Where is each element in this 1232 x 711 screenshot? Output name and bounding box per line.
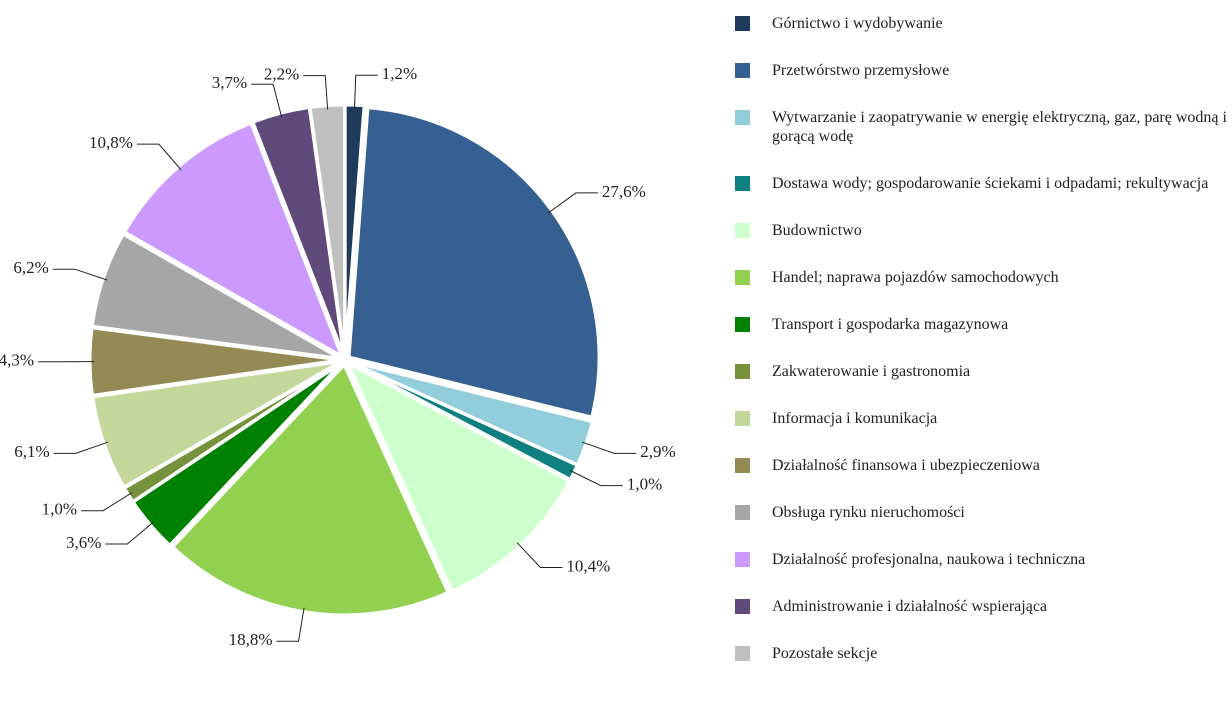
leader-line [516, 542, 563, 568]
leader-line [548, 192, 598, 214]
legend-label: Dostawa wody; gospodarowanie ściekami i … [772, 175, 1209, 192]
legend-item: Przetwórstwo przemysłowe [735, 61, 1232, 80]
legend-swatch [735, 317, 750, 332]
legend-label: Obsługa rynku nieruchomości [772, 504, 965, 521]
legend-item: Działalność finansowa i ubezpieczeniowa [735, 456, 1232, 475]
legend-swatch [735, 364, 750, 379]
data-label: 10,4% [566, 556, 610, 575]
data-label: 4,3% [0, 351, 34, 370]
legend-swatch [735, 411, 750, 426]
legend-label: Przetwórstwo przemysłowe [772, 62, 950, 79]
chart: 1,2% 27,6% 2,9% 1,0% 10,4% 18,8% 3,6% 1,0% 6,1% 4… [0, 64, 676, 649]
legend-item: Działalność profesjonalna, naukowa i tec… [735, 550, 1232, 569]
leader-line [251, 83, 283, 118]
legend-item: Informacja i komunikacja [735, 409, 1232, 428]
legend-label: Górnictwo i wydobywanie [772, 15, 943, 32]
leader-line [570, 470, 623, 487]
data-label: 6,2% [13, 258, 48, 277]
legend-swatch [735, 176, 750, 191]
data-label: 1,2% [382, 64, 417, 83]
data-label: 1,0% [42, 500, 77, 519]
legend-label: Wytwarzanie i zaopatrywanie w energię el… [772, 109, 1227, 145]
leader-line [81, 492, 133, 512]
data-label: 18,8% [229, 630, 273, 649]
legend-label: Pozostałe sekcje [772, 645, 878, 662]
legend-item: Zakwaterowanie i gastronomia [735, 362, 1232, 381]
leader-line [303, 75, 329, 110]
legend-label: Handel; naprawa pojazdów samochodowych [772, 269, 1059, 286]
leader-line [581, 441, 637, 454]
legend-swatch [735, 63, 750, 78]
data-label: 10,8% [89, 133, 133, 152]
legend-swatch [735, 599, 750, 614]
legend-item: Budownictwo [735, 221, 1232, 240]
leader-line [52, 268, 108, 281]
legend-swatch [735, 505, 750, 520]
legend-swatch [735, 646, 750, 661]
data-label: 27,6% [602, 182, 646, 201]
data-label: 1,0% [627, 475, 662, 494]
legend-item: Dostawa wody; gospodarowanie ściekami i … [735, 174, 1232, 193]
data-label: 2,2% [264, 65, 299, 84]
legend-swatch [735, 270, 750, 285]
leader-line [353, 74, 378, 110]
legend-label: Działalność finansowa i ubezpieczeniowa [772, 457, 1040, 474]
legend-swatch [735, 16, 750, 31]
legend-item: Transport i gospodarka magazynowa [735, 315, 1232, 334]
legend-swatch [735, 458, 750, 473]
leader-line [53, 441, 109, 454]
data-label: 3,7% [212, 73, 247, 92]
legend: Górnictwo i wydobywanie Przetwórstwo prze… [735, 14, 1232, 691]
data-label: 3,6% [66, 533, 101, 552]
legend-swatch [735, 110, 750, 125]
legend-label: Informacja i komunikacja [772, 410, 938, 427]
legend-label: Administrowanie i działalność wspierając… [772, 598, 1048, 615]
legend-item: Administrowanie i działalność wspierając… [735, 597, 1232, 616]
leader-line [136, 143, 182, 171]
legend-item: Pozostałe sekcje [735, 644, 1232, 663]
legend-swatch [735, 552, 750, 567]
legend-item: Obsługa rynku nieruchomości [735, 503, 1232, 522]
legend-item: Handel; naprawa pojazdów samochodowych [735, 268, 1232, 287]
legend-label: Budownictwo [772, 222, 862, 239]
legend-item: Górnictwo i wydobywanie [735, 14, 1232, 33]
legend-swatch [735, 223, 750, 238]
legend-item: Wytwarzanie i zaopatrywanie w energię el… [735, 108, 1232, 146]
legend-label: Transport i gospodarka magazynowa [772, 316, 1009, 333]
data-label: 2,9% [640, 442, 675, 461]
data-label: 6,1% [14, 442, 49, 461]
leader-line [105, 521, 154, 545]
legend-label: Zakwaterowanie i gastronomia [772, 363, 971, 380]
leader-line [276, 607, 305, 642]
legend-label: Działalność profesjonalna, naukowa i tec… [772, 551, 1086, 568]
